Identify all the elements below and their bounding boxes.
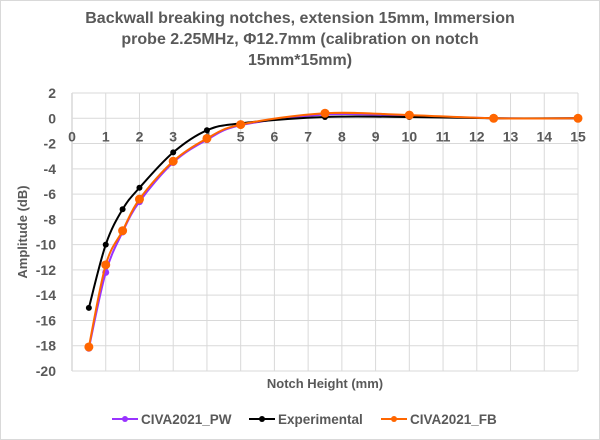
series-civa2021-fb <box>84 108 583 352</box>
legend-item: CIVA2021_FB <box>381 412 497 427</box>
data-point <box>168 156 178 166</box>
series-line <box>87 115 579 309</box>
x-tick-label: 2 <box>136 128 144 144</box>
chart-title-line: 15mm*15mm) <box>247 52 353 69</box>
y-tick-label: -18 <box>36 338 56 354</box>
y-tick-labels: 2 0 -2 -4 -6 -8 -10 -12 -14 -16 -18 -20 <box>36 85 56 379</box>
chart-title-line: Backwall breaking notches, extension 15m… <box>85 10 515 27</box>
y-axis-label: Amplitude (dB) <box>15 185 30 278</box>
x-tick-label: 13 <box>503 128 519 144</box>
x-tick-label: 9 <box>372 128 380 144</box>
legend-marker <box>391 416 397 422</box>
legend: CIVA2021_PW Experimental CIVA2021_FB <box>112 412 497 427</box>
x-tick-labels: 0123456789101112131415 <box>68 128 586 144</box>
x-tick-label: 10 <box>402 128 418 144</box>
data-point <box>85 304 92 311</box>
data-point <box>84 342 94 352</box>
data-point <box>102 241 109 248</box>
x-tick-label: 11 <box>436 128 451 144</box>
data-point <box>236 120 246 130</box>
y-tick-label: -8 <box>44 211 57 227</box>
x-tick-label: 6 <box>271 128 279 144</box>
y-tick-label: 0 <box>48 110 56 126</box>
series-lines <box>84 108 583 352</box>
data-point <box>119 206 126 213</box>
x-tick-label: 7 <box>304 128 312 144</box>
y-tick-label: -2 <box>44 136 57 152</box>
data-point <box>136 184 143 191</box>
series-civa2021-pw <box>85 110 582 352</box>
data-point <box>202 133 212 143</box>
data-point <box>134 194 144 204</box>
x-tick-label: 5 <box>237 128 245 144</box>
y-tick-label: -12 <box>36 262 56 278</box>
data-point <box>404 110 414 120</box>
data-point <box>320 108 330 118</box>
chart-title-line: probe 2.25MHz, Φ12.7mm (calibration on n… <box>121 31 479 48</box>
legend-label: CIVA2021_FB <box>410 412 497 427</box>
data-point <box>573 113 583 123</box>
x-axis-label: Notch Height (mm) <box>267 376 383 391</box>
y-tick-label: -14 <box>36 287 56 303</box>
legend-item: CIVA2021_PW <box>112 412 232 427</box>
data-point <box>118 226 128 236</box>
legend-marker <box>259 416 265 422</box>
legend-label: Experimental <box>278 412 363 427</box>
x-tick-label: 12 <box>469 128 485 144</box>
legend-label: CIVA2021_PW <box>141 412 232 427</box>
x-tick-label: 0 <box>68 128 76 144</box>
x-tick-label: 1 <box>102 128 110 144</box>
y-tick-label: -4 <box>44 161 57 177</box>
data-point <box>101 260 111 270</box>
x-tick-label: 14 <box>536 128 552 144</box>
series-line <box>87 112 579 349</box>
y-tick-label: -16 <box>36 312 56 328</box>
legend-marker <box>122 416 128 422</box>
y-tick-label: 2 <box>48 85 56 101</box>
y-tick-label: -20 <box>36 363 56 379</box>
chart-title: Backwall breaking notches, extension 15m… <box>60 8 540 71</box>
x-tick-label: 15 <box>570 128 586 144</box>
x-tick-label: 3 <box>169 128 177 144</box>
data-point <box>203 127 210 134</box>
x-tick-label: 8 <box>338 128 346 144</box>
series-line <box>87 111 579 348</box>
y-tick-label: -10 <box>36 237 56 253</box>
legend-item: Experimental <box>249 412 363 427</box>
y-tick-label: -6 <box>44 186 57 202</box>
data-point <box>170 149 177 156</box>
data-point <box>489 113 499 123</box>
